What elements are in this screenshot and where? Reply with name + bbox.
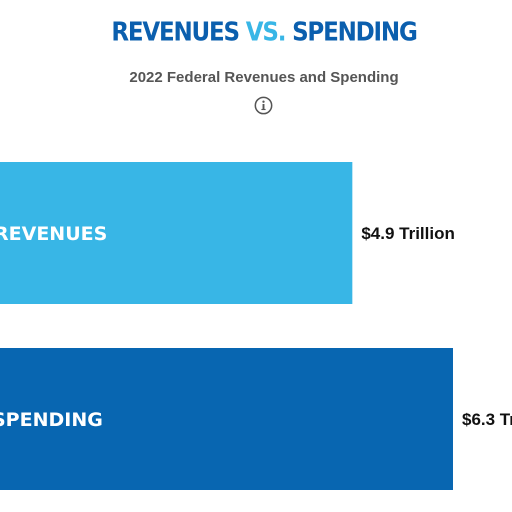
spending-value-label: $6.3 Trillion — [462, 410, 512, 429]
spending-bar-label: SPENDING — [0, 409, 103, 431]
chart-title: REVENUES VS. SPENDING — [0, 18, 512, 47]
info-icon[interactable] — [254, 96, 273, 115]
chart-subtitle: 2022 Federal Revenues and Spending — [129, 69, 399, 86]
spending-bar — [0, 348, 453, 490]
title-revenues: REVENUES — [111, 18, 240, 48]
title-spending: SPENDING — [292, 18, 418, 48]
revenues-bar-label: REVENUES — [0, 223, 107, 245]
revenues-value-label: $4.9 Trillion — [361, 224, 455, 243]
revenues-bar — [0, 162, 353, 304]
title-vs: VS. — [245, 18, 287, 48]
